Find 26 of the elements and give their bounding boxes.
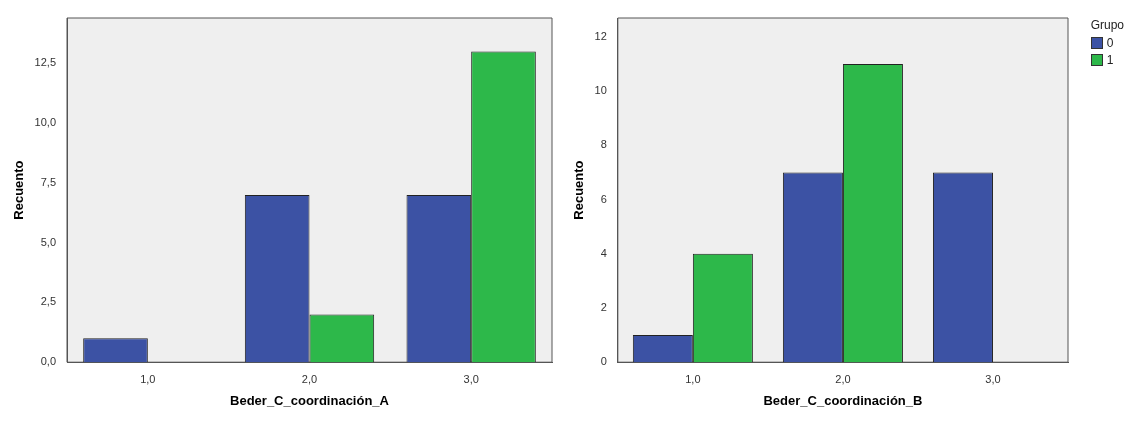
x-tick-label: 1,0 <box>685 372 701 385</box>
legend-label: 0 <box>1106 36 1114 50</box>
y-tick-label: 10,0 <box>34 116 57 129</box>
y-tick-label: 12 <box>594 30 607 42</box>
y-axis-title: Recuento <box>571 160 587 220</box>
y-tick-label: 7,5 <box>40 175 57 188</box>
y-axis-title: Recuento <box>11 160 27 220</box>
y-tick-label: 8 <box>600 138 607 151</box>
legend-title: Grupo <box>1090 18 1124 32</box>
x-axis-title: Beder_C_coordinación_A <box>230 392 390 408</box>
y-tick-label: 0,0 <box>40 355 57 368</box>
x-tick-label: 1,0 <box>140 372 156 385</box>
y-tick-label: 2 <box>600 301 607 314</box>
y-tick-label: 0 <box>600 355 607 368</box>
x-tick-label: 3,0 <box>463 372 479 385</box>
x-axis-title: Beder_C_coordinación_B <box>763 392 923 408</box>
y-tick-label: 4 <box>600 246 607 259</box>
x-tick-label: 2,0 <box>301 372 318 385</box>
x-tick-label: 2,0 <box>835 372 851 385</box>
y-tick-label: 6 <box>600 192 607 205</box>
y-tick-label: 12,5 <box>34 56 57 69</box>
y-tick-label: 10 <box>594 84 607 97</box>
legend-label: 1 <box>1106 53 1114 67</box>
y-tick-label: 5,0 <box>40 235 57 248</box>
y-tick-label: 2,5 <box>40 295 57 308</box>
x-tick-label: 3,0 <box>985 372 1001 385</box>
